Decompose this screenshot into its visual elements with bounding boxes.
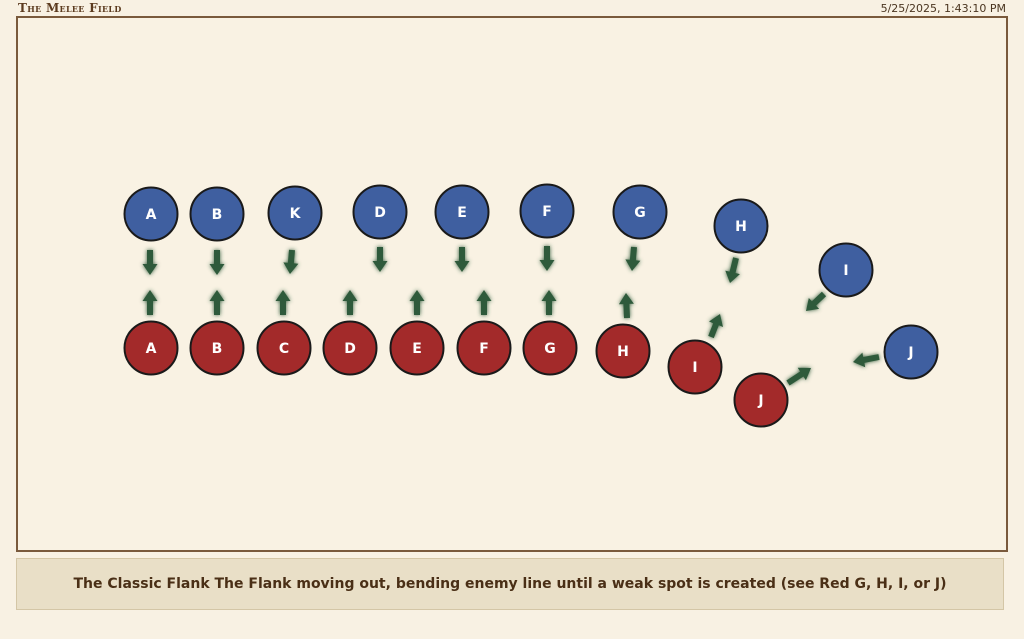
arrow-icon (708, 314, 723, 339)
red-unit-e[interactable]: E (389, 320, 445, 376)
blue-unit-label: G (634, 205, 646, 221)
arrow-icon (142, 290, 158, 315)
timestamp: 5/25/2025, 1:43:10 PM (880, 2, 1006, 15)
red-unit-j[interactable]: J (733, 372, 789, 428)
red-unit-label: C (279, 341, 289, 357)
circle-token-icon (595, 323, 651, 379)
arrow-icon (342, 290, 358, 315)
blue-unit-label: D (374, 205, 386, 221)
arrow-icon (372, 247, 388, 272)
arrow-icon (283, 249, 299, 274)
circle-token-icon (389, 320, 445, 376)
caption-text: The Classic Flank The Flank moving out, … (73, 576, 947, 592)
arrow-icon (786, 367, 811, 386)
red-unit-c[interactable]: C (256, 320, 312, 376)
red-unit-g[interactable]: G (522, 320, 578, 376)
blue-unit-h[interactable]: H (713, 198, 769, 254)
header-bar: The Melee Field 5/25/2025, 1:43:10 PM (0, 0, 1024, 16)
arrow-icon (539, 246, 555, 271)
red-unit-label: A (146, 341, 157, 357)
circle-token-icon (352, 184, 408, 240)
red-unit-label: E (412, 341, 422, 357)
circle-token-icon (883, 324, 939, 380)
circle-token-icon (189, 186, 245, 242)
red-unit-i[interactable]: I (667, 339, 723, 395)
blue-unit-label: F (542, 204, 552, 220)
blue-unit-k[interactable]: K (267, 185, 323, 241)
blue-unit-label: H (735, 219, 747, 235)
circle-token-icon (713, 198, 769, 254)
caption-panel: The Classic Flank The Flank moving out, … (16, 558, 1004, 610)
circle-token-icon (612, 184, 668, 240)
arrow-icon (209, 290, 225, 315)
arrow-icon (806, 291, 827, 311)
app-title: The Melee Field (18, 1, 122, 15)
red-unit-a[interactable]: A (123, 320, 179, 376)
arrow-icon (476, 290, 492, 315)
circle-token-icon (733, 372, 789, 428)
circle-token-icon (189, 320, 245, 376)
blue-unit-f[interactable]: F (519, 183, 575, 239)
red-unit-label: H (617, 344, 629, 360)
circle-token-icon (123, 186, 179, 242)
blue-unit-i[interactable]: I (818, 242, 874, 298)
arrow-icon (618, 293, 634, 319)
circle-token-icon (267, 185, 323, 241)
red-unit-label: F (479, 341, 489, 357)
arrow-icon (209, 250, 225, 275)
arrow-icon (275, 290, 291, 315)
red-unit-label: B (212, 341, 223, 357)
circle-token-icon (322, 320, 378, 376)
arrow-icon (625, 246, 641, 271)
circle-token-icon (123, 320, 179, 376)
circle-token-icon (456, 320, 512, 376)
blue-unit-g[interactable]: G (612, 184, 668, 240)
blue-unit-b[interactable]: B (189, 186, 245, 242)
red-unit-label: D (344, 341, 356, 357)
arrow-icon (853, 352, 880, 368)
red-unit-label: G (544, 341, 556, 357)
blue-unit-label: A (146, 207, 157, 223)
circle-token-icon (256, 320, 312, 376)
blue-unit-e[interactable]: E (434, 184, 490, 240)
arrow-icon (725, 257, 740, 283)
arrow-icon (541, 290, 557, 315)
arrow-icon (454, 247, 470, 272)
red-unit-d[interactable]: D (322, 320, 378, 376)
field-canvas: A B K D E F G H I J A B C D E F G H I J (123, 183, 939, 428)
red-unit-b[interactable]: B (189, 320, 245, 376)
circle-token-icon (667, 339, 723, 395)
melee-field: A B K D E F G H I J A B C D E F G H I J (16, 16, 1008, 552)
arrow-icon (142, 250, 158, 275)
blue-unit-d[interactable]: D (352, 184, 408, 240)
circle-token-icon (519, 183, 575, 239)
red-unit-f[interactable]: F (456, 320, 512, 376)
circle-token-icon (522, 320, 578, 376)
circle-token-icon (818, 242, 874, 298)
blue-unit-label: I (843, 263, 848, 279)
red-unit-label: J (757, 393, 763, 409)
blue-unit-label: K (290, 206, 302, 222)
red-unit-h[interactable]: H (595, 323, 651, 379)
blue-unit-label: J (907, 345, 913, 361)
circle-token-icon (434, 184, 490, 240)
arrow-icon (409, 290, 425, 315)
blue-unit-label: B (212, 207, 223, 223)
blue-unit-label: E (457, 205, 467, 221)
blue-unit-a[interactable]: A (123, 186, 179, 242)
blue-unit-j[interactable]: J (883, 324, 939, 380)
red-unit-label: I (692, 360, 697, 376)
